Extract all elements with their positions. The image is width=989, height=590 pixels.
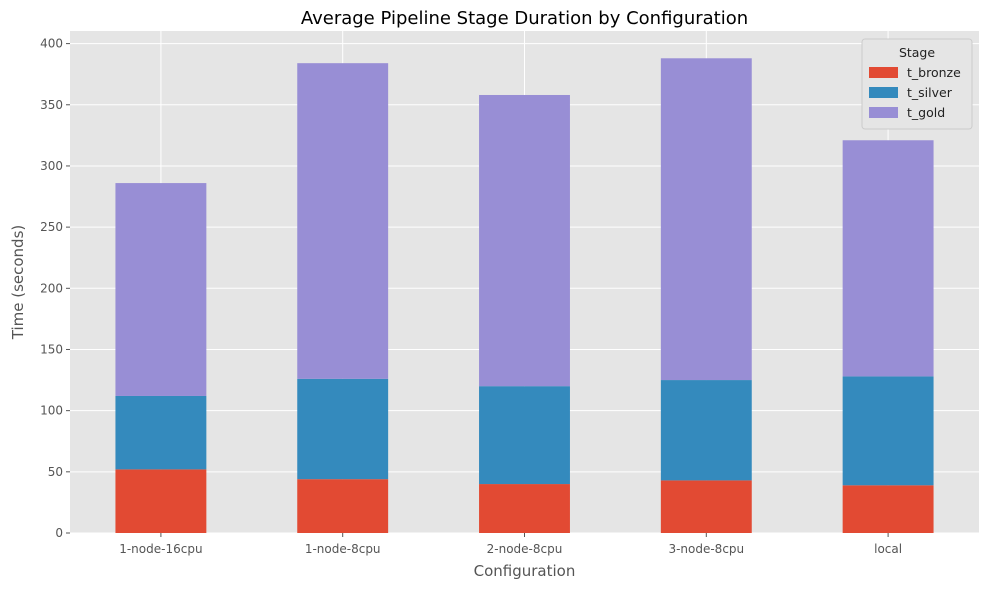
y-axis-label: Time (seconds) — [9, 225, 27, 341]
y-axis-ticks: 0 50 100 150 200 250 300 350 400 — [40, 37, 70, 540]
legend-entry-t_bronze: t_bronze — [907, 65, 961, 80]
bar-t_silver-1-node-16cpu — [115, 395, 207, 470]
bar-t_bronze-1-node-16cpu — [115, 469, 207, 533]
bar-t_silver-local — [842, 376, 934, 486]
x-tick-label-1: 1-node-8cpu — [305, 542, 381, 556]
bar-t_gold-1-node-16cpu — [115, 183, 207, 396]
y-tick-label-7: 350 — [40, 98, 63, 112]
bar-t_silver-2-node-8cpu — [479, 386, 570, 485]
x-axis-ticks: 1-node-16cpu 1-node-8cpu 2-node-8cpu 3-node… — [119, 533, 902, 556]
legend-entry-t_silver: t_silver — [907, 85, 953, 100]
y-tick-label-2: 100 — [40, 404, 63, 418]
y-tick-label-5: 250 — [40, 220, 63, 234]
y-tick-label-1: 50 — [48, 465, 63, 479]
legend-box — [861, 38, 973, 130]
legend-title: Stage — [899, 45, 935, 60]
y-tick-label-8: 400 — [40, 37, 63, 51]
y-tick-label-0: 0 — [55, 526, 63, 540]
y-tick-label-3: 150 — [40, 342, 63, 356]
bar-t_bronze-2-node-8cpu — [479, 484, 570, 533]
x-tick-label-4: local — [874, 542, 902, 556]
x-tick-label-2: 2-node-8cpu — [487, 542, 563, 556]
bar-t_silver-3-node-8cpu — [660, 380, 752, 481]
legend-swatch-t_gold — [869, 107, 898, 118]
legend-entry-t_gold: t_gold — [907, 105, 945, 120]
bar-t_gold-1-node-8cpu — [297, 63, 389, 379]
legend-swatch-t_silver — [869, 87, 898, 98]
legend: Stage t_bronze t_silver t_gold — [861, 38, 973, 130]
bars — [115, 58, 934, 533]
x-axis-label: Configuration — [474, 562, 576, 580]
chart-title: Average Pipeline Stage Duration by Confi… — [301, 8, 748, 29]
bar-t_bronze-1-node-8cpu — [297, 479, 389, 533]
x-tick-label-0: 1-node-16cpu — [119, 542, 202, 556]
bar-t_silver-1-node-8cpu — [297, 378, 389, 480]
y-tick-label-4: 200 — [40, 281, 63, 295]
bar-t_gold-local — [842, 140, 934, 377]
legend-swatch-t_bronze — [869, 67, 898, 78]
bar-t_bronze-3-node-8cpu — [660, 480, 752, 533]
y-tick-label-6: 300 — [40, 159, 63, 173]
bar-t_gold-3-node-8cpu — [660, 58, 752, 381]
x-tick-label-3: 3-node-8cpu — [668, 542, 744, 556]
bar-t_gold-2-node-8cpu — [479, 94, 570, 387]
bar-t_bronze-local — [842, 485, 934, 533]
